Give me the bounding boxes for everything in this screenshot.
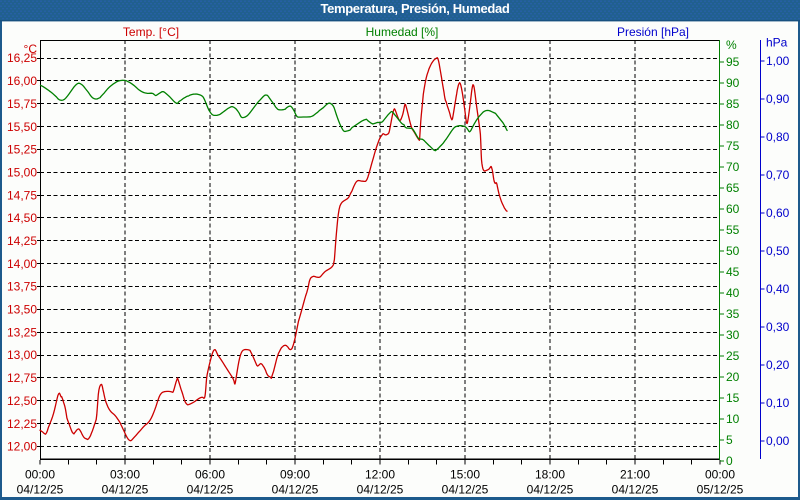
svg-text:05/12/25: 05/12/25: [697, 483, 744, 497]
svg-text:14,50: 14,50: [7, 211, 37, 225]
svg-text:09:00: 09:00: [280, 468, 310, 482]
svg-text:°C: °C: [24, 42, 38, 56]
svg-text:04/12/25: 04/12/25: [357, 483, 404, 497]
svg-text:21:00: 21:00: [620, 468, 650, 482]
svg-text:30: 30: [726, 328, 740, 342]
svg-text:0,70: 0,70: [766, 168, 790, 182]
svg-text:04/12/25: 04/12/25: [272, 483, 319, 497]
svg-text:85: 85: [726, 97, 740, 111]
svg-text:04/12/25: 04/12/25: [612, 483, 659, 497]
svg-text:50: 50: [726, 244, 740, 258]
svg-text:60: 60: [726, 202, 740, 216]
svg-text:13,50: 13,50: [7, 303, 37, 317]
svg-text:10: 10: [726, 412, 740, 426]
svg-text:35: 35: [726, 307, 740, 321]
svg-text:16,25: 16,25: [7, 51, 37, 65]
svg-text:13,75: 13,75: [7, 280, 37, 294]
svg-text:0,40: 0,40: [766, 282, 790, 296]
svg-text:0,10: 0,10: [766, 396, 790, 410]
svg-text:04/12/25: 04/12/25: [102, 483, 149, 497]
svg-text:12,75: 12,75: [7, 371, 37, 385]
svg-text:75: 75: [726, 139, 740, 153]
svg-text:Temperatura, Presión, Humedad: Temperatura, Presión, Humedad: [321, 1, 510, 16]
svg-text:16,00: 16,00: [7, 74, 37, 88]
svg-text:80: 80: [726, 118, 740, 132]
svg-text:12,25: 12,25: [7, 417, 37, 431]
svg-text:%: %: [726, 38, 737, 52]
svg-text:45: 45: [726, 265, 740, 279]
svg-text:95: 95: [726, 55, 740, 69]
svg-text:0,20: 0,20: [766, 358, 790, 372]
svg-text:20: 20: [726, 370, 740, 384]
svg-text:0: 0: [726, 454, 733, 468]
svg-text:1,00: 1,00: [766, 54, 790, 68]
svg-text:25: 25: [726, 349, 740, 363]
svg-text:12:00: 12:00: [365, 468, 395, 482]
svg-text:04/12/25: 04/12/25: [442, 483, 489, 497]
svg-text:14,00: 14,00: [7, 257, 37, 271]
svg-text:12,00: 12,00: [7, 440, 37, 454]
svg-text:15:00: 15:00: [450, 468, 480, 482]
svg-text:18:00: 18:00: [535, 468, 565, 482]
svg-text:04/12/25: 04/12/25: [17, 483, 64, 497]
svg-text:90: 90: [726, 76, 740, 90]
svg-text:13,00: 13,00: [7, 348, 37, 362]
svg-text:5: 5: [726, 433, 733, 447]
svg-text:Temp. [°C]: Temp. [°C]: [123, 25, 179, 39]
svg-text:15: 15: [726, 391, 740, 405]
svg-text:06:00: 06:00: [195, 468, 225, 482]
svg-text:70: 70: [726, 160, 740, 174]
svg-text:40: 40: [726, 286, 740, 300]
svg-text:Presión [hPa]: Presión [hPa]: [617, 25, 689, 39]
svg-text:0,80: 0,80: [766, 130, 790, 144]
svg-text:03:00: 03:00: [110, 468, 140, 482]
svg-text:15,75: 15,75: [7, 97, 37, 111]
svg-text:0,60: 0,60: [766, 206, 790, 220]
svg-text:0,30: 0,30: [766, 320, 790, 334]
svg-text:04/12/25: 04/12/25: [187, 483, 234, 497]
svg-text:65: 65: [726, 181, 740, 195]
svg-text:00:00: 00:00: [705, 468, 735, 482]
svg-text:13,25: 13,25: [7, 325, 37, 339]
svg-text:15,50: 15,50: [7, 120, 37, 134]
svg-text:12,50: 12,50: [7, 394, 37, 408]
svg-text:55: 55: [726, 223, 740, 237]
svg-text:04/12/25: 04/12/25: [527, 483, 574, 497]
svg-text:15,25: 15,25: [7, 143, 37, 157]
svg-text:0,50: 0,50: [766, 244, 790, 258]
svg-text:hPa: hPa: [766, 36, 788, 50]
svg-text:00:00: 00:00: [25, 468, 55, 482]
svg-text:0,00: 0,00: [766, 434, 790, 448]
svg-text:14,25: 14,25: [7, 234, 37, 248]
svg-text:15,00: 15,00: [7, 165, 37, 179]
svg-text:Humedad [%]: Humedad [%]: [366, 25, 439, 39]
svg-text:0,90: 0,90: [766, 92, 790, 106]
svg-text:14,75: 14,75: [7, 188, 37, 202]
